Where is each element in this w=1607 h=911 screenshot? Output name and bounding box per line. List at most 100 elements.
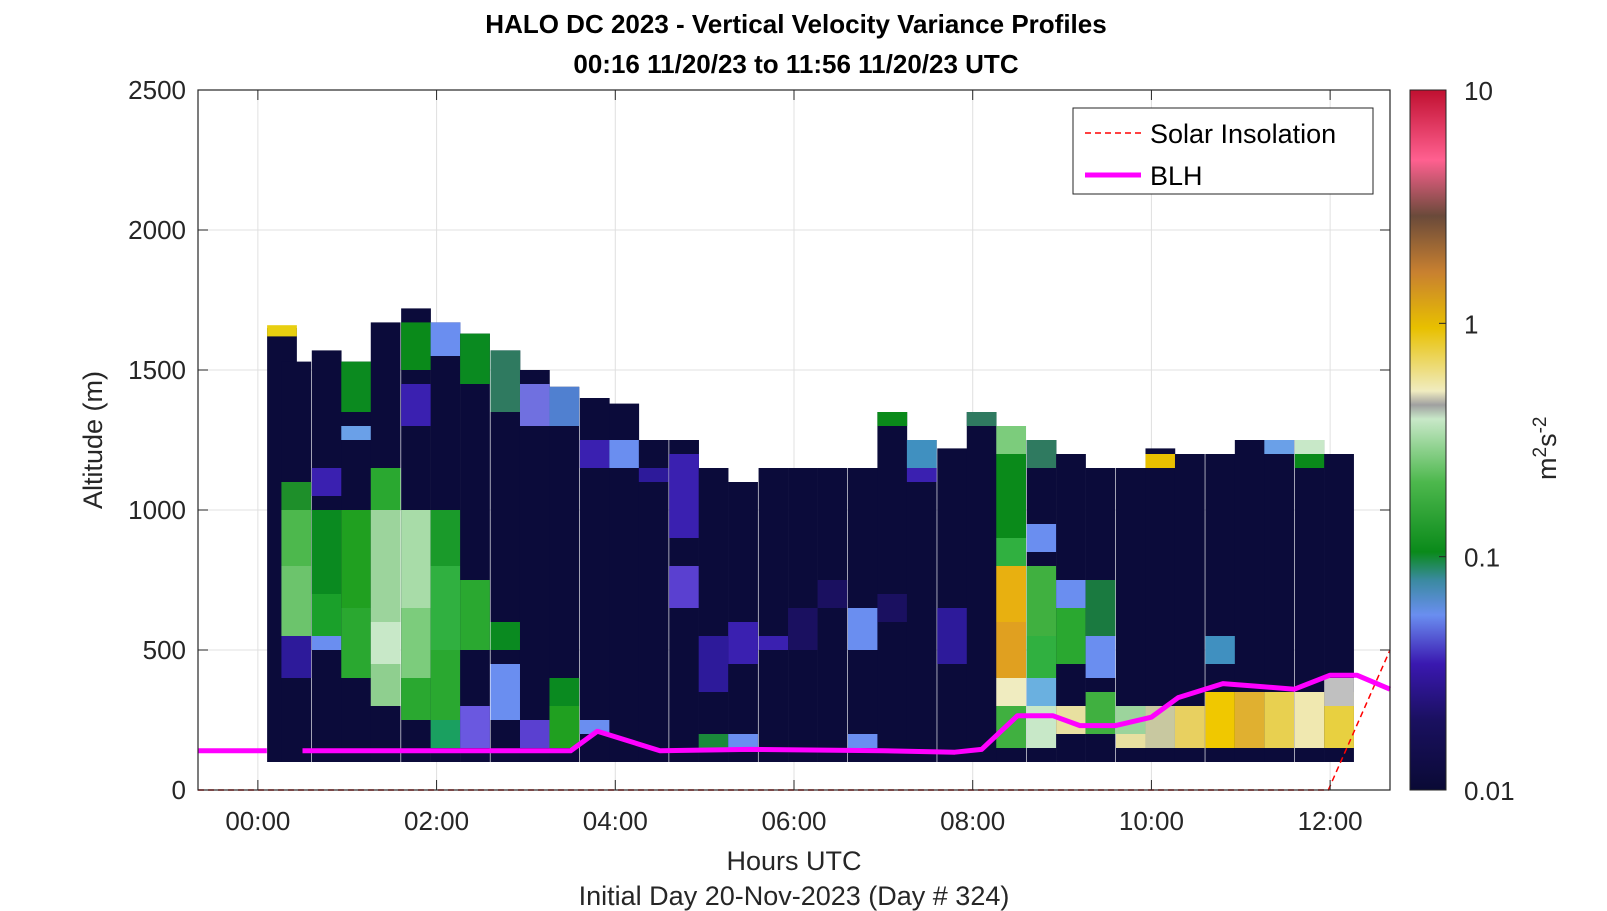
heatmap-cell <box>669 454 699 538</box>
heatmap-cell <box>1205 692 1236 748</box>
heatmap-cell <box>638 440 669 762</box>
heatmap-cell <box>1026 706 1057 748</box>
heatmap-cell <box>609 440 640 468</box>
y-tick-label: 1500 <box>128 355 186 385</box>
heatmap-cell <box>906 440 937 468</box>
heatmap-cell <box>1115 734 1146 748</box>
heatmap-cell <box>937 448 968 762</box>
heatmap-cell <box>996 622 1027 678</box>
heatmap-cell <box>847 608 878 650</box>
y-tick-label: 1000 <box>128 495 186 525</box>
heatmap-cell <box>341 608 372 678</box>
heatmap-cell <box>1085 636 1116 678</box>
heatmap-cell <box>401 322 431 370</box>
heatmap-cell <box>460 333 490 762</box>
heatmap-cell <box>460 706 490 748</box>
legend-solar-label: Solar Insolation <box>1150 119 1336 149</box>
heatmap-cell <box>1294 440 1325 454</box>
heatmap-cell <box>1264 440 1295 454</box>
y-axis-label: Altitude (m) <box>78 371 108 509</box>
colorbar-ticks: 0.01 0.1 1 10 <box>1439 76 1515 806</box>
heatmap-cell <box>996 454 1027 538</box>
heatmap-cell <box>1026 524 1057 552</box>
heatmap-cell <box>519 384 550 426</box>
heatmap-cell <box>549 678 580 706</box>
heatmap-cell <box>490 350 521 412</box>
colorbar-tick-label: 1 <box>1464 309 1478 339</box>
heatmap-cell <box>638 468 669 482</box>
heatmap-cell <box>698 734 729 748</box>
heatmap-cell <box>460 333 490 384</box>
legend-box <box>1072 107 1374 195</box>
chart-subtitle: 00:16 11/20/23 to 11:56 11/20/23 UTC <box>573 49 1018 79</box>
heatmap-cell <box>996 706 1027 748</box>
heatmap-cell <box>996 678 1027 706</box>
heatmap-cell <box>1294 454 1325 468</box>
heatmap-cell <box>490 622 521 650</box>
heatmap-cell <box>877 412 908 426</box>
heatmap-cell <box>401 678 431 720</box>
legend-blh-label: BLH <box>1150 161 1203 191</box>
heatmap-cell <box>1026 636 1057 678</box>
heatmap-cell <box>401 384 431 426</box>
colorbar-tick-label: 10 <box>1464 76 1493 106</box>
heatmap-cell <box>996 566 1027 622</box>
x-tick-label: 12:00 <box>1298 806 1363 836</box>
heatmap-cell <box>430 650 461 720</box>
blh-line <box>198 672 1391 755</box>
heatmap-cell <box>1026 566 1057 636</box>
heatmap-cell <box>1145 454 1176 468</box>
x-tick-label: 00:00 <box>225 806 290 836</box>
heatmap-cell <box>1174 706 1205 748</box>
heatmap-cell <box>281 566 312 636</box>
heatmap-cell <box>966 412 997 762</box>
x-tick-label: 04:00 <box>583 806 648 836</box>
heatmap-cell <box>430 510 461 566</box>
heatmap-cell <box>669 566 699 608</box>
y-tick-label: 2500 <box>128 75 186 105</box>
heatmap-cell <box>996 538 1027 566</box>
heatmap-cell <box>267 325 297 337</box>
heatmap-cell <box>1026 440 1057 468</box>
y-tick-label: 2000 <box>128 215 186 245</box>
x-tick-label: 06:00 <box>761 806 826 836</box>
heatmap-cell <box>1056 580 1086 608</box>
heatmap-cell <box>311 468 342 496</box>
heatmap-cell <box>401 510 431 608</box>
heatmap-cell <box>370 510 401 622</box>
heatmap-cell <box>817 468 848 762</box>
heatmap-cell <box>906 440 937 762</box>
heatmap-cell <box>728 622 758 664</box>
colorbar-tick-label: 0.01 <box>1464 776 1515 806</box>
x-axis: 00:00 02:00 04:00 06:00 08:00 10:00 12:00 <box>225 90 1363 836</box>
y-axis: 0 500 1000 1500 2000 2500 <box>128 75 1390 805</box>
heatmap-cell <box>758 468 789 762</box>
heatmap-cell <box>549 706 580 748</box>
heatmap-cell <box>311 510 342 594</box>
heatmap-cell <box>877 412 908 762</box>
heatmap-cell <box>1234 692 1265 748</box>
heatmap-cell <box>341 510 372 608</box>
x-tick-label: 02:00 <box>404 806 469 836</box>
footer-note: Initial Day 20-Nov-2023 (Day # 324) <box>579 881 1010 911</box>
x-tick-label: 08:00 <box>940 806 1005 836</box>
heatmap-cell <box>370 622 401 664</box>
legend: Solar Insolation BLH <box>1072 107 1374 195</box>
heatmap-cell <box>817 580 848 608</box>
heatmap-cell <box>847 734 878 748</box>
heatmap-cell <box>1324 678 1354 706</box>
colorbar <box>1409 89 1447 791</box>
heatmap-cell <box>401 608 431 678</box>
heatmap-cell <box>430 566 461 650</box>
heatmap-cell <box>341 361 372 412</box>
heatmap-cell <box>1056 608 1086 664</box>
heatmap-cell <box>519 370 550 762</box>
heatmap-cell <box>698 468 729 762</box>
x-tick-label: 10:00 <box>1119 806 1184 836</box>
heatmap-cell <box>281 636 312 678</box>
y-tick-label: 500 <box>143 635 186 665</box>
heatmap-cell <box>370 468 401 510</box>
heatmap-cell <box>430 322 461 356</box>
heatmap-cell <box>1085 580 1116 636</box>
